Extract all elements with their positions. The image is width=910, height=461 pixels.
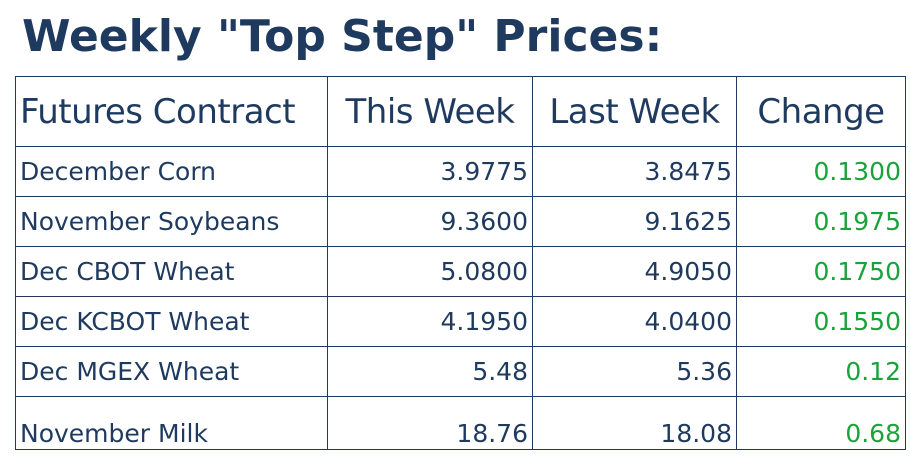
column-header-this-week: This Week — [327, 76, 533, 147]
page-title: Weekly "Top Step" Prices: — [22, 11, 663, 62]
last-week-cell: 9.1625 — [532, 196, 737, 247]
this-week-cell: 5.0800 — [327, 246, 533, 297]
change-cell: 0.1975 — [736, 196, 906, 247]
column-header-last-week: Last Week — [532, 76, 737, 147]
contract-cell: November Soybeans — [15, 196, 328, 247]
contract-cell: December Corn — [15, 146, 328, 197]
column-header-change: Change — [736, 76, 906, 147]
last-week-cell: 5.36 — [532, 346, 737, 397]
last-week-cell: 18.08 — [532, 396, 737, 450]
table-row: Dec CBOT Wheat 5.0800 4.9050 0.1750 — [15, 246, 906, 297]
change-cell: 0.12 — [736, 346, 906, 397]
contract-cell: Dec CBOT Wheat — [15, 246, 328, 297]
table-row: November Milk 18.76 18.08 0.68 — [15, 396, 906, 450]
last-week-cell: 4.9050 — [532, 246, 737, 297]
change-cell: 0.1550 — [736, 296, 906, 347]
last-week-cell: 4.0400 — [532, 296, 737, 347]
change-cell: 0.1750 — [736, 246, 906, 297]
contract-cell: Dec MGEX Wheat — [15, 346, 328, 397]
table-row: November Soybeans 9.3600 9.1625 0.1975 — [15, 196, 906, 247]
this-week-cell: 18.76 — [327, 396, 533, 450]
this-week-cell: 5.48 — [327, 346, 533, 397]
table-row: Dec KCBOT Wheat 4.1950 4.0400 0.1550 — [15, 296, 906, 347]
last-week-cell: 3.8475 — [532, 146, 737, 197]
table-header-row: Futures Contract This Week Last Week Cha… — [15, 76, 906, 147]
change-cell: 0.1300 — [736, 146, 906, 197]
change-cell: 0.68 — [736, 396, 906, 450]
this-week-cell: 9.3600 — [327, 196, 533, 247]
contract-cell: Dec KCBOT Wheat — [15, 296, 328, 347]
this-week-cell: 4.1950 — [327, 296, 533, 347]
prices-table: Futures Contract This Week Last Week Cha… — [15, 76, 906, 450]
column-header-contract: Futures Contract — [15, 76, 328, 147]
contract-cell: November Milk — [15, 396, 328, 450]
this-week-cell: 3.9775 — [327, 146, 533, 197]
table-row: December Corn 3.9775 3.8475 0.1300 — [15, 146, 906, 197]
table-row: Dec MGEX Wheat 5.48 5.36 0.12 — [15, 346, 906, 397]
